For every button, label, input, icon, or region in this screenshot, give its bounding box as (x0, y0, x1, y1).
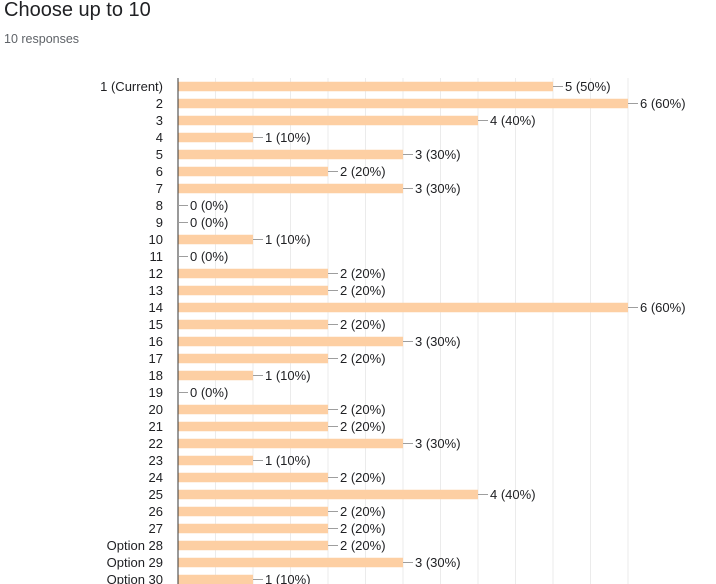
category-label: 3 (156, 113, 163, 128)
value-label: 3 (30%) (415, 181, 461, 196)
category-label: 7 (156, 181, 163, 196)
bar (178, 540, 328, 551)
value-label: 2 (20%) (340, 164, 386, 179)
category-label: 24 (149, 470, 163, 485)
value-label: 2 (20%) (340, 419, 386, 434)
category-label: 17 (149, 351, 163, 366)
category-label: 26 (149, 504, 163, 519)
value-label: 3 (30%) (415, 555, 461, 570)
bar (178, 183, 403, 194)
bar (178, 285, 328, 296)
value-label: 0 (0%) (190, 385, 228, 400)
bar (178, 506, 328, 517)
bar (178, 234, 253, 245)
bar (178, 81, 553, 92)
category-labels: 1 (Current)23456789101112131415161718192… (100, 79, 163, 584)
category-label: 21 (149, 419, 163, 434)
category-label: 20 (149, 402, 163, 417)
category-label: 1 (Current) (100, 79, 163, 94)
question-title: Choose up to 10 (4, 0, 151, 21)
category-label: 10 (149, 232, 163, 247)
bar (178, 455, 253, 466)
value-label: 3 (30%) (415, 147, 461, 162)
category-label: 23 (149, 453, 163, 468)
value-label: 6 (60%) (640, 300, 686, 315)
category-label: 2 (156, 96, 163, 111)
value-label: 1 (10%) (265, 572, 311, 584)
category-label: 14 (149, 300, 163, 315)
category-label: 11 (150, 249, 164, 264)
category-label: Option 29 (107, 555, 163, 570)
value-label: 0 (0%) (190, 215, 228, 230)
category-label: 5 (156, 147, 163, 162)
value-label: 2 (20%) (340, 470, 386, 485)
category-label: 9 (156, 215, 163, 230)
value-label: 2 (20%) (340, 504, 386, 519)
bar (178, 115, 478, 126)
bar (178, 421, 328, 432)
bar (178, 370, 253, 381)
bar (178, 268, 328, 279)
category-label: 25 (149, 487, 163, 502)
category-label: 16 (149, 334, 163, 349)
category-label: Option 30 (107, 572, 163, 584)
bar (178, 489, 478, 500)
value-label: 1 (10%) (265, 130, 311, 145)
value-label: 5 (50%) (565, 79, 611, 94)
category-label: 8 (156, 198, 163, 213)
bar (178, 438, 403, 449)
category-label: 12 (149, 266, 163, 281)
category-label: 4 (156, 130, 163, 145)
bar-series (178, 81, 628, 584)
value-label: 6 (60%) (640, 96, 686, 111)
bar (178, 319, 328, 330)
bar (178, 574, 253, 584)
bar (178, 404, 328, 415)
response-count: 10 responses (4, 32, 80, 46)
value-labels: 5 (50%) 6 (60%) 4 (40%) 1 (10%) 3 (30%) 2 (20… (178, 79, 686, 584)
value-label: 2 (20%) (340, 266, 386, 281)
category-label: 6 (156, 164, 163, 179)
value-label: 1 (10%) (265, 232, 311, 247)
value-label: 2 (20%) (340, 283, 386, 298)
category-label: 27 (149, 521, 163, 536)
grid-lines (215, 78, 629, 584)
category-label: 22 (149, 436, 163, 451)
bar (178, 149, 403, 160)
value-label: 1 (10%) (265, 368, 311, 383)
category-label: 13 (149, 283, 163, 298)
value-label: 0 (0%) (190, 249, 228, 264)
bar (178, 132, 253, 143)
category-label: 18 (149, 368, 163, 383)
bar (178, 98, 628, 109)
bar (178, 557, 403, 568)
bar (178, 353, 328, 364)
bar (178, 302, 628, 313)
value-label: 0 (0%) (190, 198, 228, 213)
value-label: 2 (20%) (340, 521, 386, 536)
value-label: 2 (20%) (340, 538, 386, 553)
bar (178, 523, 328, 534)
value-label: 3 (30%) (415, 436, 461, 451)
value-label: 2 (20%) (340, 317, 386, 332)
bar (178, 472, 328, 483)
category-label: Option 28 (107, 538, 163, 553)
bar (178, 336, 403, 347)
value-label: 4 (40%) (490, 113, 536, 128)
category-label: 19 (149, 385, 163, 400)
value-label: 3 (30%) (415, 334, 461, 349)
value-label: 1 (10%) (265, 453, 311, 468)
category-label: 15 (149, 317, 163, 332)
value-label: 4 (40%) (490, 487, 536, 502)
value-label: 2 (20%) (340, 351, 386, 366)
value-label: 2 (20%) (340, 402, 386, 417)
bar (178, 166, 328, 177)
